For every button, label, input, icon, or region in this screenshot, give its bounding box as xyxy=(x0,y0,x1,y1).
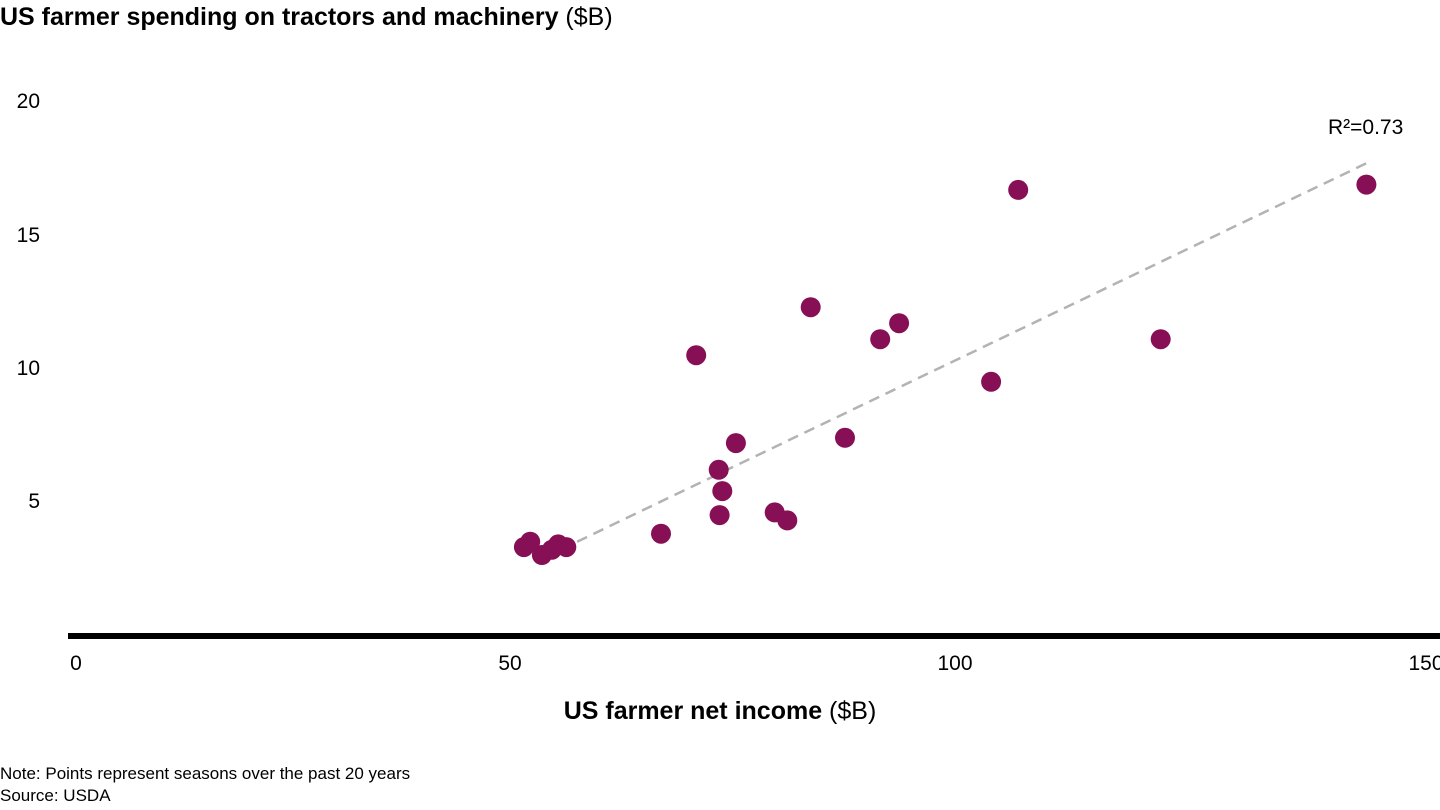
r-squared-annotation: R²=0.73 xyxy=(1328,116,1404,139)
data-point xyxy=(686,345,707,366)
x-tick-label: 100 xyxy=(937,652,973,675)
x-axis-title-text: US farmer net income xyxy=(563,697,823,725)
data-points xyxy=(513,174,1377,565)
y-tick-label: 20 xyxy=(16,90,40,113)
x-axis-line xyxy=(68,633,1440,639)
data-point xyxy=(709,505,730,526)
data-point xyxy=(870,329,891,350)
data-point xyxy=(520,531,541,552)
chart-title: US farmer spending on tractors and machi… xyxy=(0,0,613,34)
data-point xyxy=(1008,179,1029,200)
data-point xyxy=(725,433,746,454)
y-tick-label: 5 xyxy=(28,490,40,513)
data-point xyxy=(1150,329,1171,350)
footnote-note: Note: Points represent seasons over the … xyxy=(0,764,411,783)
data-point xyxy=(777,510,798,531)
data-point xyxy=(651,523,671,544)
trend-line xyxy=(576,162,1367,543)
data-point xyxy=(556,537,577,558)
data-point xyxy=(981,371,1002,392)
x-tick-label: 150 xyxy=(1408,652,1440,675)
chart-title-text: US farmer spending on tractors and machi… xyxy=(0,3,559,31)
data-point xyxy=(708,459,729,480)
chart-title-unit: ($B) xyxy=(558,3,613,31)
x-axis-title: US farmer net income ($B) xyxy=(0,694,1440,728)
data-point xyxy=(835,427,855,448)
data-point xyxy=(800,297,821,318)
footnote-source: Source: USDA xyxy=(0,786,111,805)
y-tick-label: 15 xyxy=(16,224,40,247)
x-axis-title-unit: ($B) xyxy=(822,697,877,725)
data-point xyxy=(712,481,733,502)
data-point xyxy=(1356,174,1377,195)
x-tick-label: 50 xyxy=(498,652,522,675)
y-tick-label: 10 xyxy=(16,357,40,380)
x-tick-label: 0 xyxy=(70,652,82,675)
data-point xyxy=(889,313,910,334)
